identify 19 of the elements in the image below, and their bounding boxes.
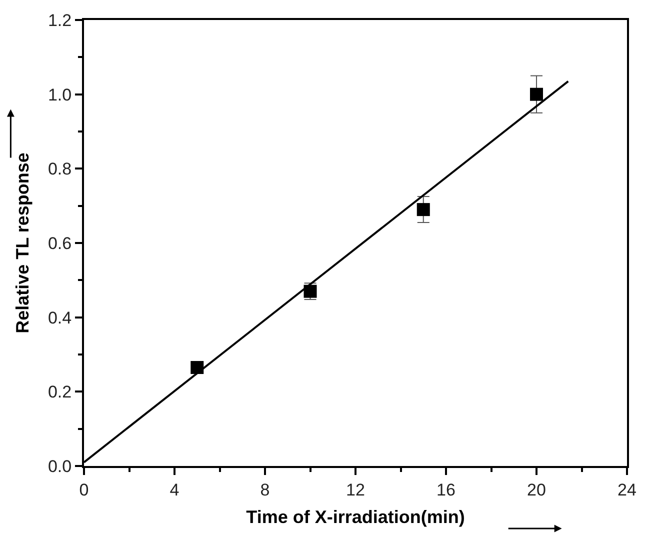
y-tick-label: 0.8 bbox=[48, 160, 72, 179]
point bbox=[416, 203, 430, 216]
point bbox=[190, 361, 204, 374]
x-tick-label: 0 bbox=[79, 480, 89, 500]
x-tick-label: 4 bbox=[170, 480, 180, 500]
x-tick-label: 24 bbox=[618, 480, 636, 500]
y-tick-label: 0.2 bbox=[48, 382, 72, 402]
y-tick-label: 0.4 bbox=[48, 308, 72, 328]
x-axis-title: Time of X-irradiation(min) bbox=[246, 507, 465, 527]
x-tick-label: 12 bbox=[346, 480, 365, 500]
y-tick-label: 1.2 bbox=[48, 10, 72, 30]
y-tick-label: 0.0 bbox=[48, 456, 72, 476]
y-tick-label: 0.6 bbox=[48, 234, 72, 253]
x-tick-label: 16 bbox=[436, 480, 456, 500]
y-axis-title: Relative TL response bbox=[12, 152, 33, 334]
x-tick-label: 20 bbox=[527, 480, 546, 500]
x-tick-label: 8 bbox=[260, 480, 270, 500]
y-tick-label: 1.0 bbox=[48, 85, 72, 104]
point bbox=[530, 88, 543, 101]
